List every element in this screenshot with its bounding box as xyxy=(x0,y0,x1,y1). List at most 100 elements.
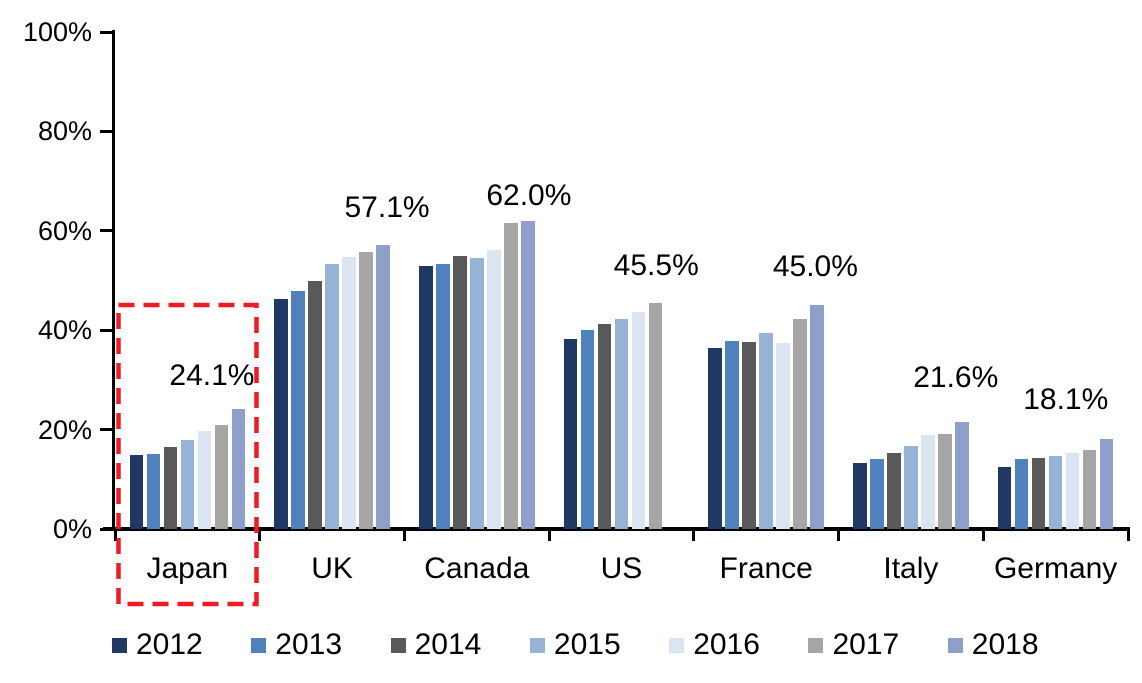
bar-italy-2013 xyxy=(870,459,884,529)
legend-label-2016: 2016 xyxy=(693,628,760,661)
x-axis-label-france: France xyxy=(719,552,813,585)
y-axis-tick xyxy=(100,129,115,133)
legend-swatch-2018 xyxy=(947,637,963,653)
data-label-canada: 62.0% xyxy=(486,178,572,212)
x-axis-label-japan: Japan xyxy=(146,552,229,585)
bar-italy-2012 xyxy=(853,463,867,529)
bar-canada-2013 xyxy=(436,264,450,529)
y-axis-tick xyxy=(100,229,115,233)
legend-item-2012: 2012 xyxy=(112,630,251,660)
bar-japan-2016 xyxy=(197,430,212,529)
x-axis-tick xyxy=(258,529,262,541)
legend-swatch-2015 xyxy=(529,637,545,653)
bar-germany-2012 xyxy=(997,466,1012,529)
bar-canada-2012 xyxy=(419,266,433,529)
bar-germany-2013 xyxy=(1014,459,1029,529)
legend-item-2018: 2018 xyxy=(947,628,1087,661)
bar-france-2013 xyxy=(725,341,739,529)
legend-label-2018: 2018 xyxy=(971,628,1039,661)
x-axis-label-germany: Germany xyxy=(993,552,1118,585)
x-axis-label-uk: UK xyxy=(311,552,353,585)
bar-japan-2014 xyxy=(163,447,178,529)
x-axis-tick xyxy=(692,529,696,541)
legend-item-2016: 2016 xyxy=(669,630,808,660)
y-axis-tick-label: 40% xyxy=(37,315,92,346)
bar-uk-2014 xyxy=(308,281,322,529)
legend-label-2014: 2014 xyxy=(414,628,482,661)
legend-label-2015: 2015 xyxy=(553,628,621,661)
legend-item-2015: 2015 xyxy=(529,628,669,661)
y-axis-tick xyxy=(100,30,115,34)
legend-swatch-2012 xyxy=(112,637,127,653)
bar-france-2016 xyxy=(776,343,790,529)
y-axis-tick-label: 80% xyxy=(37,116,92,147)
x-axis-label-us: US xyxy=(600,552,643,585)
data-label-us: 45.5% xyxy=(613,248,699,282)
x-axis-tick xyxy=(547,529,551,541)
bar-japan-2018 xyxy=(231,409,246,529)
legend: 2012 2013 2014 2015 2016 2017 2018 xyxy=(112,629,1087,661)
legend-label-2012: 2012 xyxy=(136,628,203,661)
bar-japan-2012 xyxy=(129,455,144,529)
bar-uk-2017 xyxy=(359,251,373,529)
bar-group-france: 45.0% xyxy=(694,32,858,529)
bar-france-2014 xyxy=(742,342,756,529)
bar-us-2013 xyxy=(580,329,595,529)
bar-germany-2016 xyxy=(1065,453,1080,529)
x-axis-line xyxy=(103,527,1130,531)
data-label-germany: 18.1% xyxy=(1023,383,1109,417)
bar-us-2016 xyxy=(631,311,646,529)
bar-japan-2017 xyxy=(214,424,229,529)
legend-item-2013: 2013 xyxy=(251,630,390,660)
y-axis-tick-label: 20% xyxy=(37,414,92,445)
legend-swatch-2017 xyxy=(808,637,824,653)
bar-uk-2016 xyxy=(342,256,356,529)
y-axis-tick xyxy=(100,328,115,332)
bar-france-2018 xyxy=(810,305,824,529)
bar-uk-2018 xyxy=(376,245,390,529)
legend-item-2017: 2017 xyxy=(808,630,947,660)
bar-germany-2015 xyxy=(1048,456,1063,529)
y-axis-tick xyxy=(100,527,115,531)
y-axis-tick-label: 0% xyxy=(52,514,92,544)
bar-germany-2014 xyxy=(1031,458,1046,529)
bar-france-2017 xyxy=(793,318,807,529)
bar-italy-2018 xyxy=(955,421,969,529)
legend-swatch-2014 xyxy=(390,637,406,653)
data-label-uk: 57.1% xyxy=(344,191,430,225)
bar-group-japan: 24.1% xyxy=(115,32,260,529)
bar-japan-2013 xyxy=(146,454,161,529)
bar-italy-2015 xyxy=(904,445,918,529)
bar-group-us: 45.5% xyxy=(549,32,699,529)
x-axis-tick xyxy=(402,529,406,541)
bar-germany-2018 xyxy=(1099,439,1114,529)
bar-us-2014 xyxy=(597,324,612,529)
bar-group-canada: 62.0% xyxy=(404,32,571,529)
bar-canada-2018 xyxy=(521,220,535,529)
bar-canada-2014 xyxy=(453,256,467,529)
bar-germany-2017 xyxy=(1082,450,1097,529)
bar-canada-2016 xyxy=(487,249,501,529)
data-label-italy: 21.6% xyxy=(913,360,999,394)
bar-uk-2015 xyxy=(325,264,339,529)
y-axis-tick-label: 100% xyxy=(22,17,92,47)
bar-canada-2015 xyxy=(470,258,484,529)
bar-japan-2015 xyxy=(180,439,195,529)
bar-italy-2016 xyxy=(921,435,935,529)
x-axis-tick xyxy=(1126,529,1130,541)
data-label-france: 45.0% xyxy=(772,250,858,284)
bar-italy-2014 xyxy=(887,453,901,529)
x-axis-tick xyxy=(981,529,985,541)
legend-label-2017: 2017 xyxy=(832,628,900,661)
bar-group-italy: 21.6% xyxy=(839,32,998,529)
legend-item-2014: 2014 xyxy=(390,628,530,661)
legend-swatch-2013 xyxy=(251,637,267,653)
y-axis-tick-label: 60% xyxy=(37,215,92,246)
x-axis-tick xyxy=(113,529,117,541)
bar-us-2012 xyxy=(563,338,578,529)
bar-group-uk: 57.1% xyxy=(260,32,430,529)
y-axis-line xyxy=(112,30,115,531)
bar-group-germany: 18.1% xyxy=(983,32,1128,529)
data-label-japan: 24.1% xyxy=(169,359,255,393)
